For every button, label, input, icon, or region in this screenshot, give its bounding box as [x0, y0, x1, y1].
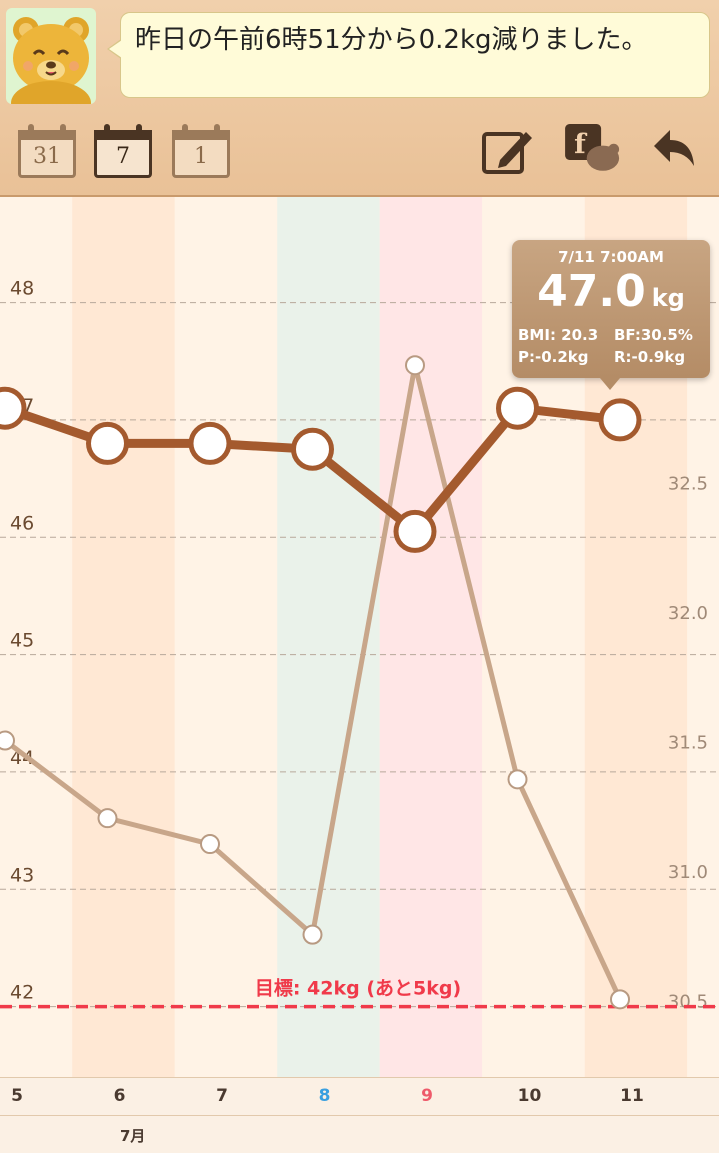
day-band: [72, 197, 175, 1077]
tooltip-datetime: 7/11 7:00AM: [558, 248, 664, 266]
tab-week[interactable]: 7: [94, 124, 152, 178]
weight-point: [86, 421, 129, 465]
fat-point: [200, 834, 220, 855]
weight-point: [393, 509, 437, 553]
weight-point: [0, 386, 27, 430]
fat-point: [97, 808, 118, 829]
tooltip-bf: BF:30.5%: [614, 326, 693, 344]
fat-point: [0, 730, 15, 751]
bear-avatar[interactable]: [6, 8, 96, 104]
weight-chart[interactable]: 4847464544434233.032.532.031.531.030.5目標…: [0, 197, 719, 1077]
tab-day[interactable]: 1: [172, 124, 230, 178]
left-tick-label: 43: [10, 864, 34, 886]
tab-month-label: 31: [33, 144, 61, 169]
right-tick-label: 32.5: [668, 474, 708, 495]
weight-point: [496, 386, 539, 430]
x-axis: 5 6 7 8 9 10 11: [0, 1077, 719, 1116]
x-tick-label: 5: [11, 1086, 23, 1106]
weight-point: [291, 427, 334, 471]
right-tick-label: 30.5: [668, 991, 708, 1012]
tab-week-label: 7: [116, 144, 130, 169]
day-band: [277, 197, 380, 1077]
share-facebook-twitter-icon[interactable]: f: [560, 124, 626, 178]
x-tick-label: 11: [620, 1086, 644, 1106]
day-band: [0, 197, 73, 1077]
left-tick-label: 46: [10, 512, 34, 534]
tooltip-p: P:-0.2kg: [518, 348, 589, 366]
left-tick-label: 48: [10, 278, 34, 300]
month-label: 7月: [120, 1127, 146, 1145]
back-arrow-icon[interactable]: [650, 124, 700, 178]
month-row: 7月: [0, 1115, 719, 1153]
status-message: 昨日の午前6時51分から0.2kg減りました。: [107, 12, 710, 98]
tooltip-bmi: BMI: 20.3: [518, 326, 599, 344]
goal-label: 目標: 42kg (あと5kg): [255, 977, 461, 1000]
right-tick-label: 31.5: [668, 733, 708, 754]
tooltip-weight: 47.0: [537, 266, 646, 317]
left-tick-label: 42: [10, 982, 34, 1004]
bear-icon: [11, 17, 91, 104]
left-tick-label: 45: [10, 630, 34, 652]
edit-icon[interactable]: [480, 124, 534, 178]
x-tick-label: 7: [216, 1086, 228, 1106]
weight-point: [188, 421, 232, 465]
svg-text:f: f: [574, 129, 588, 160]
fat-point: [507, 769, 528, 790]
weight-point: [598, 398, 642, 442]
x-tick-label: 9: [421, 1086, 433, 1106]
right-tick-label: 32.0: [668, 603, 708, 624]
header: 昨日の午前6時51分から0.2kg減りました。 31 7 1 f: [0, 0, 719, 197]
day-band: [174, 197, 278, 1077]
right-tick-label: 31.0: [668, 862, 708, 883]
tab-day-label: 1: [194, 144, 208, 169]
x-tick-label: 10: [517, 1086, 542, 1106]
left-tick-label: 44: [10, 747, 34, 769]
fat-point: [302, 924, 323, 945]
tooltip-r: R:-0.9kg: [614, 348, 686, 366]
tooltip-unit: kg: [651, 284, 685, 312]
day-band: [379, 197, 483, 1077]
x-tick-label: 6: [113, 1086, 126, 1106]
fat-point: [405, 355, 425, 376]
fat-point: [610, 989, 630, 1010]
x-tick-label: 8: [318, 1086, 331, 1106]
tab-month[interactable]: 31: [18, 124, 76, 178]
weight-tooltip: 7/11 7:00AM 47.0 kg BMI: 20.3 BF:30.5% P:-…: [512, 240, 710, 390]
